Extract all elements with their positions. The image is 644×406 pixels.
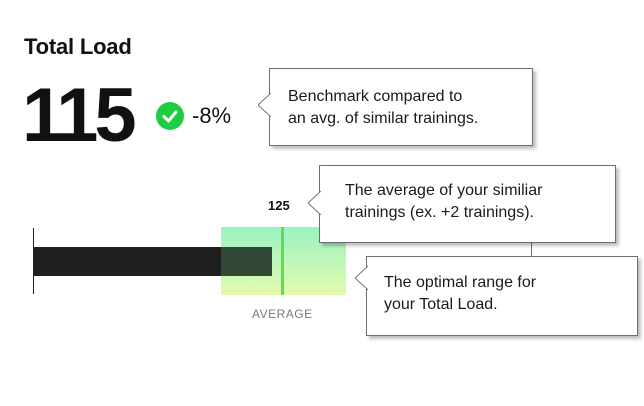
average-marker-line [281,227,284,295]
callout-pointer [308,191,321,215]
callout-pointer [258,93,271,117]
optimal-callout-line2: your Total Load. [384,296,498,313]
optimal-range-callout: The optimal range for your Total Load. [355,256,638,336]
page-title: Total Load [24,34,132,59]
average-callout-line2: trainings (ex. +2 trainings). [345,204,534,221]
callout-connector [531,241,532,256]
load-bar-range-overlap [221,247,272,276]
optimal-callout-line1: The optimal range for [384,274,537,291]
check-circle-icon [156,102,184,130]
change-percent: -8% [192,103,232,128]
benchmark-callout-line1: Benchmark compared to [288,88,463,105]
chart-axis-line [33,228,34,294]
average-callout-line1: The average of your similiar [345,182,543,199]
benchmark-callout: Benchmark compared to an avg. of similar… [258,68,533,146]
benchmark-callout-line2: an avg. of similar trainings. [288,110,479,127]
average-value-label: 125 [268,198,290,213]
average-callout: The average of your similiar trainings (… [308,165,616,243]
average-caption: AVERAGE [252,307,313,321]
callout-pointer [355,266,368,290]
total-load-value: 115 [22,73,137,158]
